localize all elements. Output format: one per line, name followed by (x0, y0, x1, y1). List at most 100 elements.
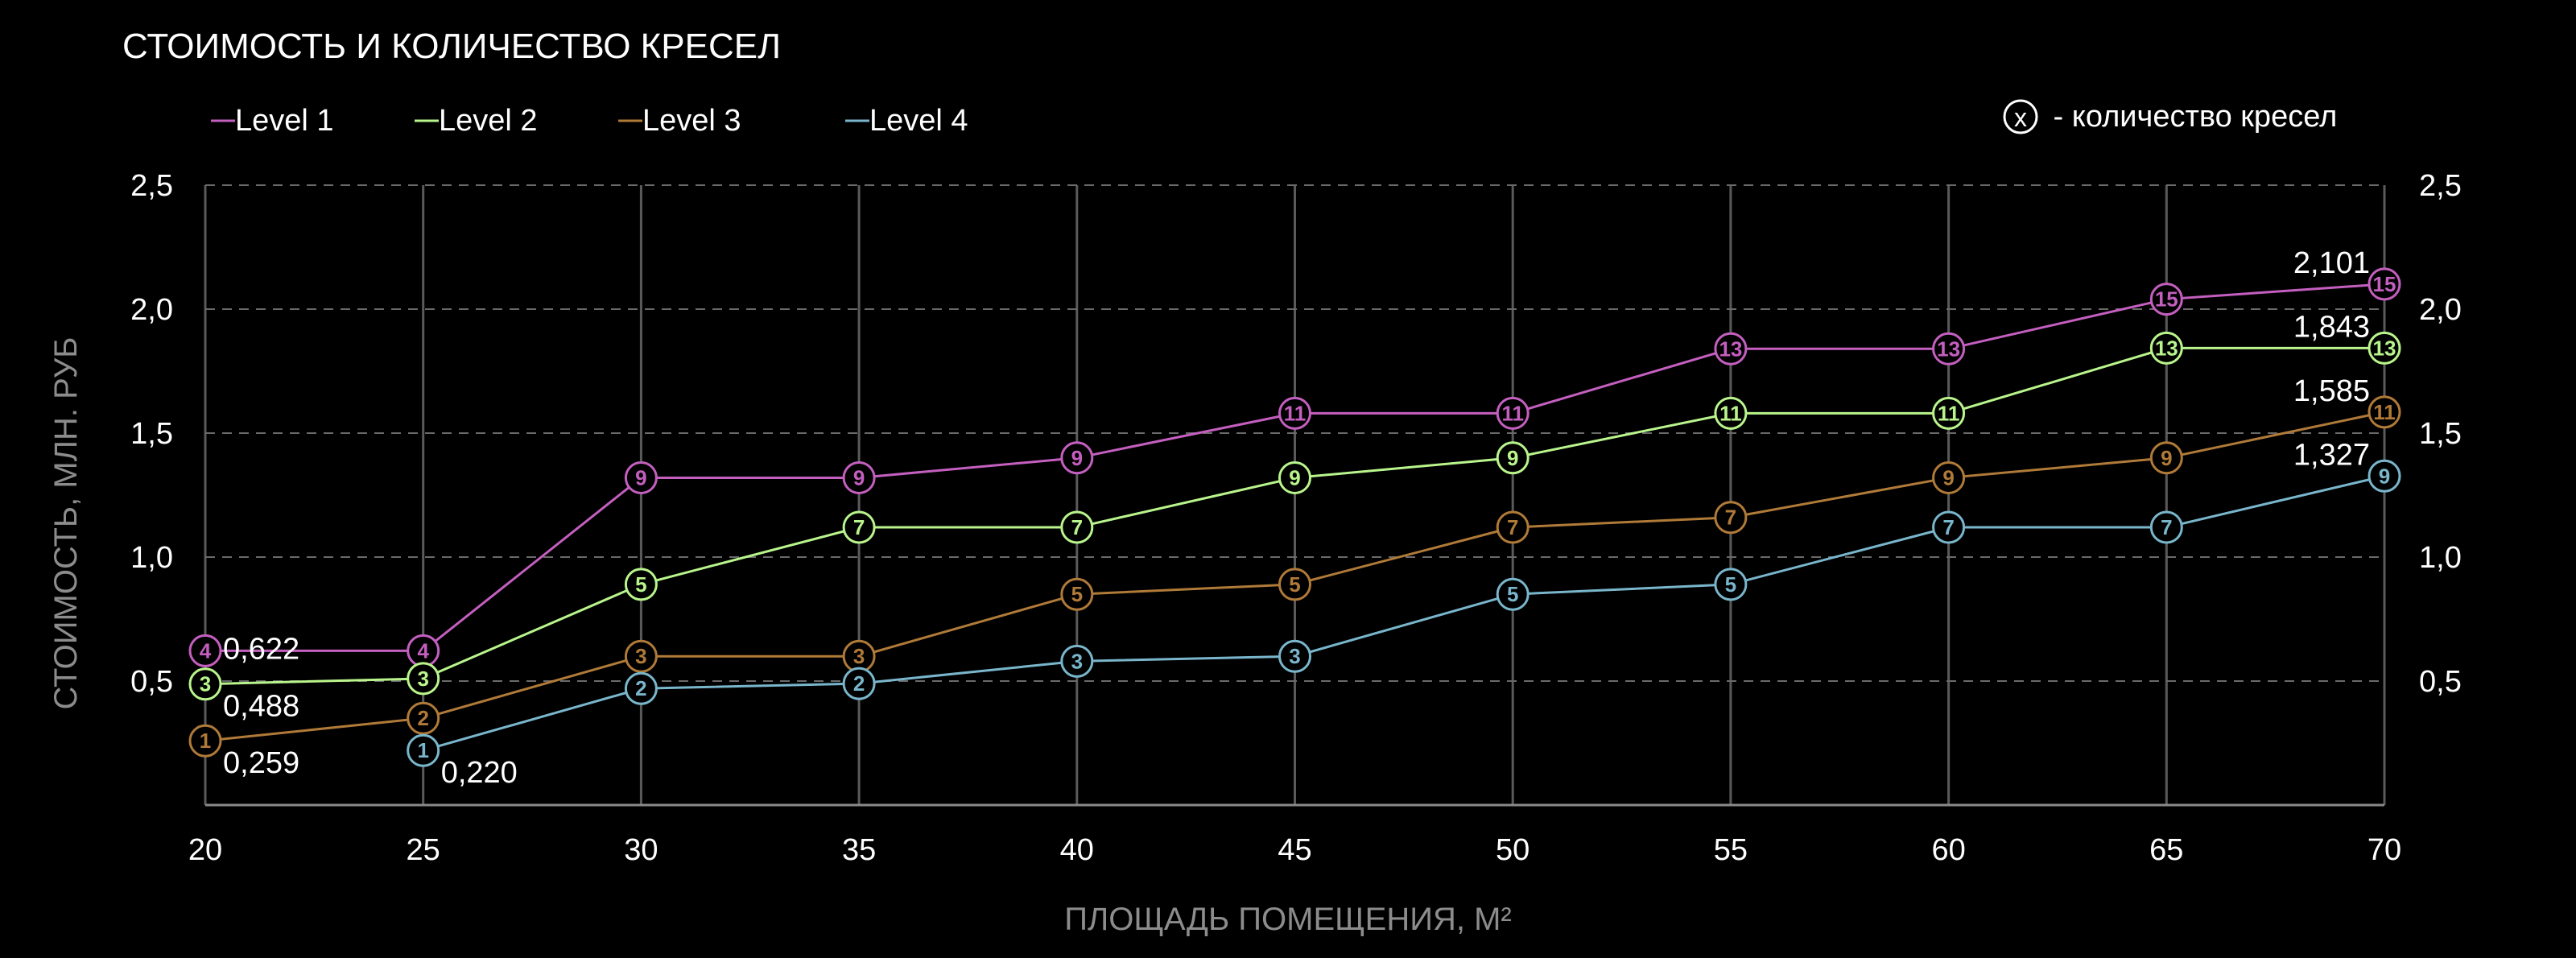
marker-note-circle (2003, 99, 2038, 134)
data-point: 9 (624, 460, 658, 494)
seat-count-label: 9 (635, 465, 646, 489)
seat-count-label: 11 (1719, 401, 1742, 425)
data-point: 7 (1932, 510, 1966, 544)
data-point-marker (2149, 283, 2183, 316)
legend-label: Level 1 (235, 104, 334, 138)
data-point-marker (1060, 644, 1094, 678)
seat-count-label: 11 (1284, 401, 1307, 425)
data-point-marker (1714, 396, 1748, 430)
data-point-marker (2149, 441, 2183, 475)
data-point: 2 (842, 667, 876, 700)
seat-count-label: 7 (1071, 515, 1083, 539)
series-line-4 (423, 474, 2385, 752)
data-point-marker (2149, 331, 2183, 365)
data-point-marker (1278, 639, 1311, 673)
legend-item-4: Level 4 (845, 104, 968, 138)
value-label: 0,259 (223, 746, 299, 780)
seat-count-label: 3 (200, 672, 211, 696)
x-tick-label: 30 (624, 833, 658, 867)
data-point-marker (1278, 460, 1311, 494)
data-point-marker (1932, 332, 1966, 365)
seat-count-label: 7 (853, 515, 865, 539)
data-point: 3 (407, 662, 440, 696)
y-tick-label-right: 1,0 (2419, 541, 2462, 575)
data-point-marker (1714, 332, 1748, 365)
seat-count-label: 4 (200, 638, 212, 663)
x-tick-label: 40 (1060, 833, 1094, 867)
marker-note-symbol: x (2014, 103, 2027, 132)
x-tick-label: 45 (1278, 833, 1311, 867)
seat-count-label: 3 (417, 667, 428, 691)
seat-count-label: 5 (1725, 572, 1736, 597)
data-point: 13 (2149, 331, 2183, 365)
legend-label: Level 2 (439, 104, 538, 138)
seat-count-label: 3 (1289, 644, 1300, 668)
data-point-marker (1932, 396, 1966, 430)
value-label: 1,843 (2293, 310, 2370, 344)
seat-count-label: 2 (853, 671, 865, 696)
data-point-marker (1932, 510, 1966, 544)
data-point: 11 (2368, 395, 2401, 429)
seat-count-label: 5 (1071, 582, 1083, 606)
data-point: 2 (624, 671, 658, 705)
seat-count-label: 5 (1289, 572, 1300, 597)
data-point: 5 (1060, 577, 1094, 611)
data-point-marker (1714, 501, 1748, 535)
data-point-marker (2368, 267, 2401, 301)
seat-count-label: 2 (417, 706, 428, 730)
x-tick-label: 55 (1714, 833, 1748, 867)
x-tick-label: 25 (407, 833, 440, 867)
seat-count-label: 9 (2161, 446, 2172, 470)
data-point: 3 (1060, 644, 1094, 678)
x-axis-label: ПЛОЩАДЬ ПОМЕЩЕНИЯ, М² (1064, 902, 1512, 937)
data-point: 15 (2149, 283, 2183, 316)
seat-count-label: 4 (417, 638, 429, 663)
value-label: 1,585 (2293, 374, 2370, 408)
data-point-marker (1496, 510, 1530, 544)
data-point: 11 (1714, 396, 1748, 430)
data-point: 7 (1496, 510, 1530, 544)
data-point-marker (1278, 396, 1311, 430)
seat-count-label: 9 (1289, 465, 1300, 489)
legend-item-1: Level 1 (211, 104, 334, 138)
data-point: 1 (188, 724, 222, 758)
seat-count-label: 7 (2161, 515, 2172, 539)
seat-count-label: 15 (2373, 272, 2396, 296)
data-point-marker (1060, 441, 1094, 475)
data-point: 11 (1496, 396, 1530, 430)
y-tick-label-left: 2,0 (130, 293, 173, 327)
data-point-marker (1060, 577, 1094, 611)
chart-title: СТОИМОСТЬ И КОЛИЧЕСТВО КРЕСЕЛ (122, 27, 781, 66)
seat-count-label: 15 (2155, 287, 2178, 312)
data-point: 5 (1714, 568, 1748, 601)
seat-count-label: 13 (2155, 336, 2178, 360)
seat-count-label: 5 (635, 572, 646, 597)
seat-count-label: 11 (2373, 400, 2396, 424)
y-tick-label-left: 2,5 (130, 169, 173, 203)
data-point-marker (842, 460, 876, 494)
data-point: 11 (1932, 396, 1966, 430)
data-point-marker (1278, 568, 1311, 601)
data-point: 5 (1496, 577, 1530, 611)
seat-count-label: 11 (1938, 401, 1960, 425)
y-tick-label-left: 0,5 (130, 665, 173, 699)
data-point: 3 (624, 639, 658, 673)
seat-count-label: 7 (1725, 506, 1736, 530)
y-tick-label-right: 2,5 (2419, 169, 2462, 203)
data-point: 9 (1932, 460, 1966, 494)
seat-count-label: 2 (635, 676, 646, 700)
data-point: 13 (1932, 332, 1966, 365)
data-point: 7 (1060, 510, 1094, 544)
seat-count-label: 7 (1942, 515, 1954, 539)
seat-count-label: 13 (2373, 336, 2396, 360)
data-point-marker (842, 667, 876, 700)
seat-count-label: 3 (635, 644, 646, 668)
data-point-marker (1714, 568, 1748, 601)
seat-count-label: 9 (1942, 465, 1954, 489)
data-point-marker (624, 460, 658, 494)
data-point: 7 (2149, 510, 2183, 544)
x-tick-label: 20 (188, 833, 222, 867)
data-point: 7 (842, 510, 876, 544)
legend-item-2: Level 2 (415, 104, 538, 138)
